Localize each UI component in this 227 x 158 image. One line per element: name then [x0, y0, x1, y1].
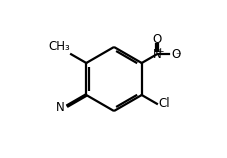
Text: O: O [171, 48, 180, 61]
Text: +: + [155, 47, 163, 56]
Text: CH₃: CH₃ [48, 40, 70, 53]
Text: Cl: Cl [158, 97, 169, 110]
Text: N: N [55, 101, 64, 114]
Text: O: O [152, 33, 161, 46]
Text: ⁻: ⁻ [174, 51, 180, 61]
Text: N: N [152, 48, 160, 61]
